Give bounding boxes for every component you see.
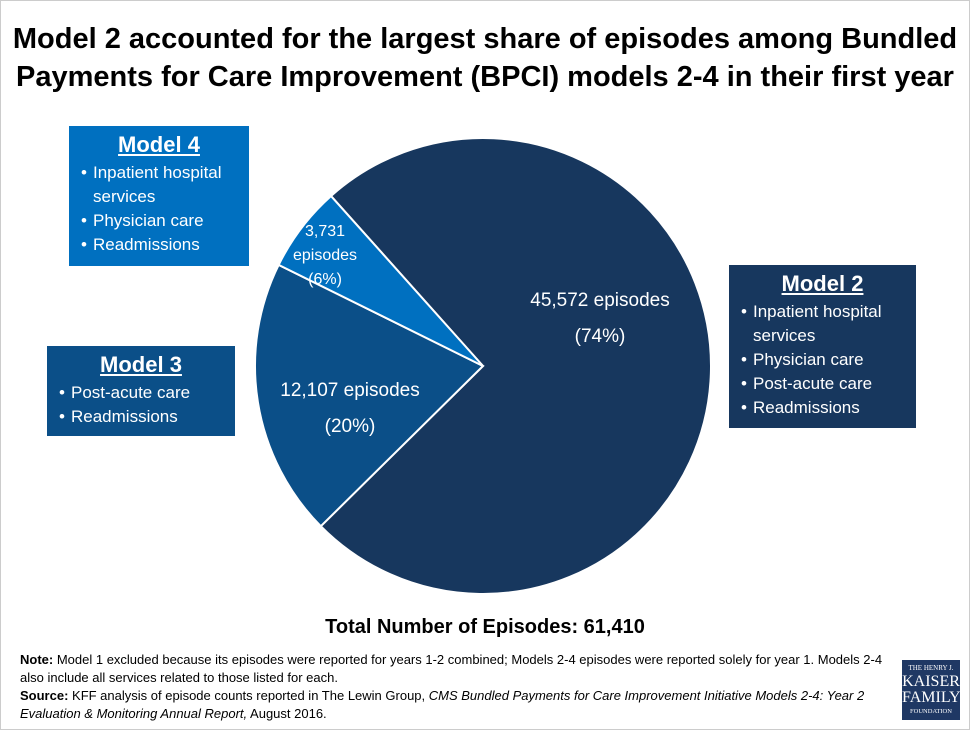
source-label: Source: — [20, 688, 69, 703]
pie-slice-model-4 — [277, 194, 484, 367]
notes: Note: Model 1 excluded because its episo… — [20, 651, 900, 723]
legend-box-item: Readmissions — [81, 233, 239, 257]
legend-box-title: Model 2 — [781, 271, 864, 296]
pie-slice-model-3 — [254, 263, 485, 528]
source-text: KFF analysis of episode counts reported … — [68, 688, 429, 703]
data-label: 3,731 — [305, 223, 345, 240]
source-title: CMS Bundled Payments for Care Improvemen… — [20, 688, 865, 721]
logo-line: FAMILY — [902, 689, 961, 706]
chart-title: Model 2 accounted for the largest share … — [12, 23, 958, 93]
data-label: 12,107 episodes — [280, 380, 419, 401]
legend-box-item: Readmissions — [59, 405, 225, 429]
legend-box-model-4: Model 4 Inpatient hospital services Phys… — [69, 126, 249, 266]
data-label: 45,572 episodes — [530, 290, 669, 311]
data-label: episodes — [293, 247, 357, 264]
legend-box-item: Inpatient hospital services — [81, 161, 239, 209]
legend-box-item: Post-acute care — [741, 372, 906, 396]
legend-box-model-2: Model 2 Inpatient hospital services Phys… — [729, 265, 916, 428]
legend-box-title: Model 3 — [100, 352, 182, 377]
source-end: August 2016. — [247, 706, 327, 721]
legend-box-title: Model 4 — [118, 132, 200, 157]
legend-box-item: Inpatient hospital services — [741, 300, 906, 348]
data-label: (6%) — [308, 271, 342, 288]
data-label: (74%) — [575, 326, 626, 347]
legend-box-item: Readmissions — [741, 396, 906, 420]
logo-line: THE HENRY J. — [908, 664, 954, 672]
total-episodes: Total Number of Episodes: 61,410 — [325, 616, 645, 638]
legend-box-item: Post-acute care — [59, 381, 225, 405]
kff-logo: THE HENRY J. KAISER FAMILY FOUNDATION — [902, 660, 961, 720]
note-text: Model 1 excluded because its episodes we… — [20, 652, 883, 685]
logo-line: KAISER — [902, 673, 960, 690]
legend-box-item: Physician care — [741, 348, 906, 372]
data-label: (20%) — [325, 416, 376, 437]
pie-slice-model-2 — [319, 137, 712, 595]
legend-box-item: Physician care — [81, 209, 239, 233]
legend-box-model-3: Model 3 Post-acute care Readmissions — [47, 346, 235, 436]
note-label: Note: — [20, 652, 54, 667]
logo-line: FOUNDATION — [910, 708, 952, 715]
